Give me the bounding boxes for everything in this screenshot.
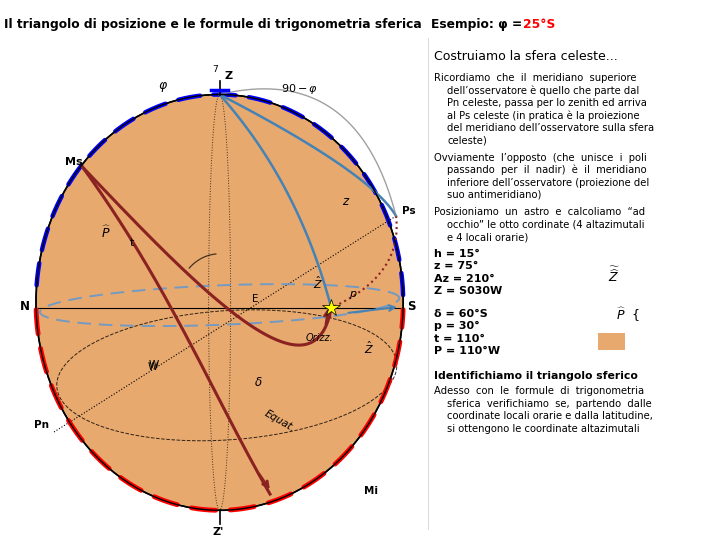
Text: P = 110°W: P = 110°W xyxy=(434,346,500,356)
Text: N: N xyxy=(20,300,30,314)
Text: $\varphi$: $\varphi$ xyxy=(158,80,168,94)
Text: h = 15°: h = 15° xyxy=(434,249,480,259)
Text: $\widehat{P}$: $\widehat{P}$ xyxy=(101,225,111,241)
Text: Adesso  con  le  formule  di  trigonometria: Adesso con le formule di trigonometria xyxy=(434,387,644,396)
Text: Esempio: φ =: Esempio: φ = xyxy=(431,18,526,31)
Text: δ = 60°S: δ = 60°S xyxy=(434,309,488,319)
Text: occhio” le otto cordinate (4 altazimutali: occhio” le otto cordinate (4 altazimutal… xyxy=(447,220,644,229)
Text: Ricordiamo  che  il  meridiano  superiore: Ricordiamo che il meridiano superiore xyxy=(434,73,636,83)
Text: $\delta$: $\delta$ xyxy=(254,376,263,389)
Text: Posizioniamo  un  astro  e  calcoliamo  “ad: Posizioniamo un astro e calcoliamo “ad xyxy=(434,207,645,217)
Text: W: W xyxy=(149,360,159,370)
Text: 7: 7 xyxy=(212,65,218,74)
Text: al Ps celeste (in pratica è la proiezione: al Ps celeste (in pratica è la proiezion… xyxy=(447,110,640,121)
Text: Ms: Ms xyxy=(65,157,82,167)
Text: $\widehat{P}$  {: $\widehat{P}$ { xyxy=(616,305,639,323)
Text: t = 110°: t = 110° xyxy=(434,334,485,343)
Text: $\hat{Z}$: $\hat{Z}$ xyxy=(313,274,323,291)
Text: z: z xyxy=(342,195,348,208)
Text: Z': Z' xyxy=(212,526,224,537)
Text: W: W xyxy=(148,362,158,372)
Text: del meridiano dell’osservatore sulla sfera: del meridiano dell’osservatore sulla sfe… xyxy=(447,123,654,133)
Text: sferica  verifichiamo  se,  partendo  dalle: sferica verifichiamo se, partendo dalle xyxy=(447,399,652,409)
Text: e 4 locali orarie): e 4 locali orarie) xyxy=(447,232,528,242)
Text: si ottengono le coordinate altazimutali: si ottengono le coordinate altazimutali xyxy=(447,424,640,434)
Text: Mi: Mi xyxy=(364,486,377,496)
Bar xyxy=(598,333,625,350)
Text: coordinate locali orarie e dalla latitudine,: coordinate locali orarie e dalla latitud… xyxy=(447,411,653,421)
Text: p = 30°: p = 30° xyxy=(434,321,480,331)
Text: 25°S: 25°S xyxy=(523,18,555,31)
Text: Identifichiamo il triangolo sferico: Identifichiamo il triangolo sferico xyxy=(434,372,638,381)
Text: Z: Z xyxy=(225,71,233,82)
Text: $90 - \varphi$: $90 - \varphi$ xyxy=(281,82,318,96)
Text: inferiore dell’osservatore (proiezione del: inferiore dell’osservatore (proiezione d… xyxy=(447,178,649,187)
Text: dell’osservatore è quello che parte dal: dell’osservatore è quello che parte dal xyxy=(447,85,639,96)
Text: E: E xyxy=(252,294,258,305)
Text: Ps: Ps xyxy=(402,206,415,217)
Text: passando  per  il  nadir)  è  il  meridiano: passando per il nadir) è il meridiano xyxy=(447,165,647,176)
Text: S: S xyxy=(407,300,415,314)
Text: Z = S030W: Z = S030W xyxy=(434,286,503,296)
Text: $\hat{Z}$: $\hat{Z}$ xyxy=(364,339,374,356)
Text: Pn: Pn xyxy=(34,420,49,430)
Text: Orizz.: Orizz. xyxy=(306,333,334,343)
Text: t: t xyxy=(130,238,134,248)
Text: p: p xyxy=(349,289,356,299)
Text: celeste): celeste) xyxy=(447,136,487,145)
Text: z = 75°: z = 75° xyxy=(434,261,479,271)
Text: Az = 210°: Az = 210° xyxy=(434,274,495,284)
Text: Equat.: Equat. xyxy=(263,409,297,434)
Text: Ovviamente  l’opposto  (che  unisce  i  poli: Ovviamente l’opposto (che unisce i poli xyxy=(434,153,647,163)
Text: Costruiamo la sfera celeste...: Costruiamo la sfera celeste... xyxy=(434,50,618,63)
Text: Pn celeste, passa per lo zenith ed arriva: Pn celeste, passa per lo zenith ed arriv… xyxy=(447,98,647,108)
Ellipse shape xyxy=(36,94,403,510)
Text: Il triangolo di posizione e le formule di trigonometria sferica: Il triangolo di posizione e le formule d… xyxy=(4,18,421,31)
Text: suo antimeridiano): suo antimeridiano) xyxy=(447,190,541,200)
Text: $\widetilde{\widehat{Z}}$: $\widetilde{\widehat{Z}}$ xyxy=(608,266,621,286)
